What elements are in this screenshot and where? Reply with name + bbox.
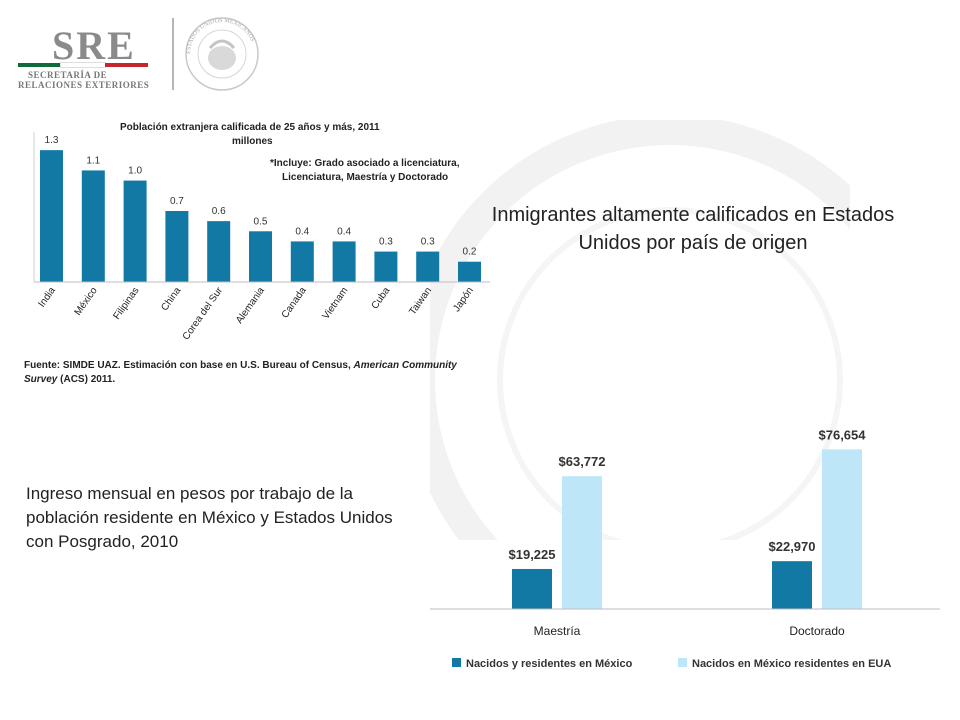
- chart1-category-label-3: China: [159, 285, 183, 313]
- chart1-bars: [40, 150, 481, 282]
- chart1-source-italic1: American Community: [353, 360, 458, 371]
- logo-line2: RELACIONES EXTERIORES: [18, 80, 150, 90]
- chart1-value-label-7: 0.4: [337, 226, 351, 237]
- svg-text:*Incluye: Grado asociado a lic: *Incluye: Grado asociado a licenciatura,: [270, 158, 460, 169]
- flag-white: [60, 62, 106, 68]
- flag-red: [104, 63, 148, 67]
- chart1-note-line2: Licenciatura, Maestría y Doctorado: [282, 172, 448, 183]
- chart2-value-label-0-1: $63,772: [559, 454, 606, 469]
- chart1-category-label-0: India: [37, 285, 59, 309]
- chart2-legend-label-0: Nacidos y residentes en México: [466, 658, 633, 670]
- chart1-value-label-9: 0.3: [421, 237, 435, 248]
- chart1-value-label-8: 0.3: [379, 237, 393, 248]
- chart1-category-label-5: Alemania: [234, 285, 267, 326]
- chart1-category-label-7: Vietnam: [321, 285, 351, 321]
- chart1-bar-5: [249, 231, 272, 282]
- chart1-bar-10: [458, 261, 481, 282]
- chart1-source-italic2: Survey: [24, 374, 58, 385]
- chart1-value-labels: 1.3 1.1 1.0 0.7 0.6 0.5 0.4 0.4 0.3 0.3 0.2: [45, 135, 477, 258]
- chart1-bar-0: [40, 150, 63, 282]
- chart2-bar-0-0: [512, 568, 552, 609]
- main-title: Inmigrantes altamente calificados en Est…: [491, 204, 895, 254]
- chart1-category-label-9: Taiwan: [407, 285, 434, 317]
- chart2-value-label-1-1: $76,654: [819, 427, 867, 442]
- chart2-legend-label-1: Nacidos en México residentes en EUA: [692, 658, 891, 670]
- chart1-bar-8: [374, 251, 398, 282]
- chart1-value-label-0: 1.3: [45, 135, 59, 146]
- chart-immigrants-by-country: Población extranjera calificada de 25 añ…: [24, 122, 490, 385]
- chart1-subtitle: millones: [232, 136, 273, 147]
- chart1-value-label-1: 1.1: [86, 155, 100, 166]
- chart1-category-label-1: México: [73, 285, 100, 318]
- chart1-source-prefix: Fuente: SIMDE UAZ. Estimación con base e…: [24, 360, 351, 371]
- chart2-bars: [512, 449, 862, 609]
- chart1-value-label-4: 0.6: [212, 206, 226, 217]
- chart-income-posgrado: $19,225 $63,772 $22,970 $76,654 Maestría Doc…: [430, 427, 940, 670]
- chart1-bar-6: [290, 241, 314, 282]
- chart1-title: Población extranjera calificada de 25 añ…: [120, 122, 380, 133]
- logo-divider: [172, 18, 174, 90]
- background-seal-watermark-icon: [430, 120, 850, 540]
- chart1-category-label-8: Cuba: [370, 285, 393, 311]
- logo-line1: SECRETARÍA DE: [28, 70, 108, 80]
- chart2-category-labels: Maestría Doctorado: [534, 624, 845, 638]
- svg-text:Survey (ACS) 2011.: Survey (ACS) 2011.: [24, 374, 115, 385]
- chart2-bar-0-1: [562, 476, 602, 609]
- chart1-value-label-3: 0.7: [170, 196, 184, 207]
- chart2-legend-swatch-1: [678, 658, 687, 667]
- chart1-bar-1: [81, 170, 105, 282]
- chart1-category-label-4: Corea del Sur: [181, 285, 226, 342]
- chart1-category-label-10: Japón: [451, 285, 476, 314]
- chart1-bar-9: [416, 251, 440, 282]
- chart1-note-mark: *: [270, 158, 274, 169]
- logo-flag-bar: [18, 62, 148, 68]
- chart1-bar-7: [332, 241, 356, 282]
- chart1-value-label-10: 0.2: [463, 247, 477, 258]
- chart2-category-label-0: Maestría: [534, 624, 581, 638]
- chart1-value-label-6: 0.4: [295, 226, 309, 237]
- flag-green: [18, 63, 62, 67]
- chart1-source-rest: (ACS) 2011.: [60, 374, 115, 385]
- chart1-bar-2: [123, 180, 147, 282]
- svg-text:Fuente: SIMDE UAZ. Estimación: Fuente: SIMDE UAZ. Estimación con base e…: [24, 360, 457, 371]
- income-title: Ingreso mensual en pesos por trabajo de …: [26, 484, 393, 551]
- chart2-value-label-1-0: $22,970: [769, 539, 816, 554]
- chart1-bar-3: [165, 211, 189, 282]
- chart2-value-label-0-0: $19,225: [509, 547, 556, 562]
- chart2-value-labels: $19,225 $63,772 $22,970 $76,654: [509, 427, 867, 562]
- sre-logo-text: SRE: [52, 23, 136, 68]
- chart2-bar-1-0: [772, 561, 812, 609]
- chart1-value-label-5: 0.5: [254, 216, 268, 227]
- chart2-bar-1-1: [822, 449, 862, 609]
- chart1-note-line1: Incluye: Grado asociado a licenciatura,: [274, 158, 460, 169]
- chart2-legend: Nacidos y residentes en México Nacidos en…: [452, 658, 891, 670]
- chart1-category-label-6: Canada: [280, 285, 309, 320]
- chart2-category-label-1: Doctorado: [789, 624, 845, 638]
- national-seal-icon: ESTADOS UNIDOS MEXICANOS: [185, 17, 259, 91]
- chart1-category-label-2: Filipinas: [112, 285, 142, 321]
- chart2-legend-swatch-0: [452, 658, 461, 667]
- chart1-bar-4: [207, 221, 231, 282]
- chart1-value-label-2: 1.0: [128, 166, 142, 177]
